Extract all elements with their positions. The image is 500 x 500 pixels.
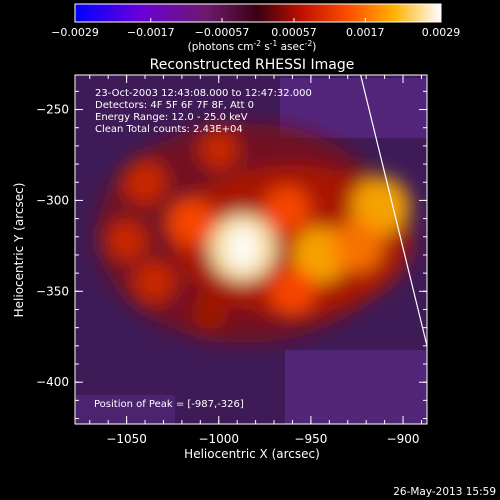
negative-region [285,350,427,424]
y-tick-labels: −250 −300 −350 −400 [36,103,69,390]
y-axis-ticks [75,90,427,420]
colorbar-tick-label: 0.0017 [346,26,385,39]
colorbar-tick-label: 0.0029 [422,26,461,39]
x-tick-label: −1000 [198,432,239,446]
emission-source [198,129,240,170]
peak-position-label: Position of Peak = [-987,-326] [94,399,244,410]
emission-source [132,260,177,305]
x-axis-label: Heliocentric X (arcsec) [184,447,320,461]
footer-date: 26-May-2013 15:59 [393,486,496,498]
x-tick-label: −950 [294,432,327,446]
x-tick-labels: −1050 −1000 −950 −900 [106,432,419,446]
peak-core [226,225,259,270]
annotation-block: 23-Oct-2003 12:43:08.000 to 12:47:32.000… [95,88,312,135]
colorbar-tick-label: 0.00057 [271,26,317,39]
solar-limb-line [360,75,427,346]
negative-region [75,395,175,424]
y-tick-label: −300 [36,193,69,207]
x-axis-ticks [89,75,422,424]
colorbar-tick-label: −0.00057 [195,26,250,39]
annotation-detectors: Detectors: 4F 5F 6F 7F 8F, Att 0 [95,100,254,111]
emission-sources [96,123,413,344]
colorbar-tick-labels: −0.0029 −0.0017 −0.00057 0.00057 0.0017 0.002… [51,26,460,39]
y-tick-label: −400 [36,375,69,389]
emission-source [263,186,311,233]
y-tick-label: −350 [36,284,69,298]
annotation-energy-range: Energy Range: 12.0 - 25.0 keV [95,112,248,123]
x-tick-label: −1050 [106,432,147,446]
colorbar [75,4,441,22]
chart-title: Reconstructed RHESSI Image [150,57,355,73]
annotation-clean-counts: Clean Total counts: 2.43E+04 [95,124,243,135]
y-tick-label: −250 [36,103,69,117]
emission-source [122,159,168,205]
colorbar-units: (photons cm-2 s-1 asec-2) [188,39,317,53]
image-area [75,75,427,424]
negative-region [280,78,427,138]
emission-source [166,198,216,247]
emission-source [190,294,229,332]
plot-frame [74,74,428,425]
emission-source [105,219,148,262]
colorbar-tick-label: −0.0029 [51,26,99,39]
x-tick-label: −900 [387,432,420,446]
emission-source [330,219,384,273]
colorbar-frame [74,3,442,23]
annotation-time-range: 23-Oct-2003 12:43:08.000 to 12:47:32.000 [95,88,312,99]
colorbar-ticks [74,18,442,22]
emission-source [351,176,411,236]
y-axis-label: Heliocentric Y (arcsec) [12,183,26,318]
colorbar-tick-label: −0.0017 [127,26,175,39]
emission-source [269,267,316,315]
